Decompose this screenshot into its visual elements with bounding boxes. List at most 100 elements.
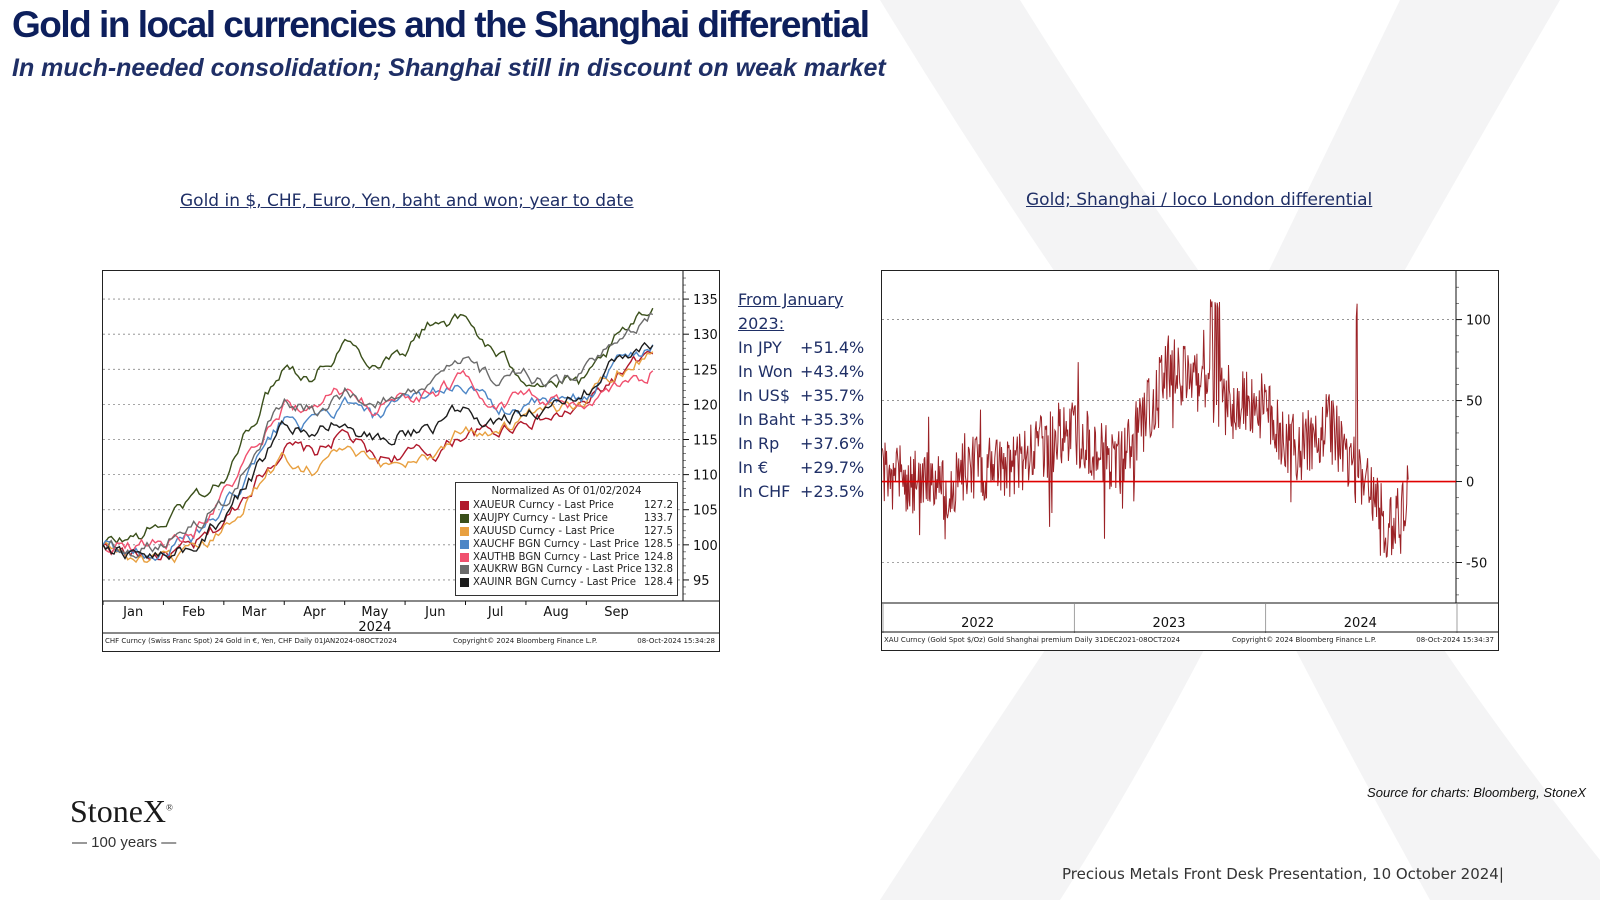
chart-footer-left: CHF Curncy (Swiss Franc Spot) 24 Gold in…	[105, 637, 398, 645]
legend-last-value: 128.5	[643, 538, 673, 550]
x-tick-label: Jul	[487, 605, 504, 620]
source-note: Source for charts: Bloomberg, StoneX	[1367, 785, 1586, 800]
legend-series-name: XAUTHB BGN Curncy - Last Price	[473, 551, 640, 563]
performance-label: In JPY	[738, 338, 782, 357]
legend-swatch	[460, 500, 469, 510]
legend-item: XAUJPY Curncy - Last Price 133.7	[456, 512, 677, 525]
performance-label: In €	[738, 458, 769, 477]
x-tick-label: Aug	[543, 605, 568, 620]
chart-footer-timestamp: 08-Oct-2024 15:34:37	[1416, 636, 1494, 644]
performance-label: In CHF	[738, 482, 791, 501]
chart-2-frame: -50 0 50 100 2022 2023 2024 XAU Curncy (Gold Sp…	[881, 270, 1499, 651]
legend-series-name: XAUUSD Curncy - Last Price	[473, 525, 615, 537]
x-tick-label: 2024	[1344, 616, 1377, 631]
chart-footer-timestamp: 08-Oct-2024 15:34:28	[637, 637, 715, 645]
x-year-label: 2024	[358, 620, 391, 635]
performance-value: +37.6%	[800, 434, 865, 453]
legend-last-value: 127.2	[643, 499, 673, 511]
legend-swatch	[460, 578, 469, 588]
legend-swatch	[460, 513, 469, 523]
y-tick-label: 125	[693, 363, 718, 378]
legend-swatch	[460, 552, 469, 562]
performance-row: In Baht +35.3%	[738, 408, 864, 432]
x-tick-label: Sep	[604, 605, 629, 620]
y-tick-label: 115	[693, 434, 718, 449]
chart-1-legend: Normalized As Of 01/02/2024 XAUEUR Curnc…	[455, 482, 678, 596]
slide-title: Gold in local currencies and the Shangha…	[12, 4, 870, 45]
chart-footer-left: XAU Curncy (Gold Spot $/Oz) Gold Shangha…	[884, 636, 1181, 644]
legend-title: Normalized As Of 01/02/2024	[491, 486, 642, 497]
legend-last-value: 127.5	[643, 525, 673, 537]
x-tick-label: 2022	[961, 616, 994, 631]
legend-last-value: 133.7	[643, 512, 673, 524]
series-line	[103, 312, 654, 559]
x-tick-label: May	[361, 605, 388, 620]
legend-series-name: XAUINR BGN Curncy - Last Price	[473, 577, 637, 589]
chart-1-title: Gold in $, CHF, Euro, Yen, baht and won;…	[180, 191, 634, 211]
series-line	[103, 341, 654, 561]
performance-label: In Rp	[738, 434, 780, 453]
performance-value: +35.3%	[800, 410, 865, 429]
legend-swatch	[460, 565, 469, 575]
y-tick-label: 100	[693, 539, 718, 554]
y-tick-label: 50	[1466, 395, 1483, 410]
legend-series-name: XAUKRW BGN Curncy - Last Price	[473, 564, 642, 576]
series-line	[103, 351, 654, 564]
y-tick-label: 120	[693, 398, 718, 413]
x-tick-label: Apr	[303, 605, 326, 620]
performance-header: From January 2023:	[738, 290, 844, 333]
y-tick-label: 105	[693, 504, 718, 519]
performance-panel: From January 2023: In JPY +51.4% In Won +43…	[738, 288, 864, 504]
y-tick-label: -50	[1466, 557, 1487, 572]
slide-footer: Precious Metals Front Desk Presentation,…	[1062, 865, 1504, 883]
legend-series-name: XAUEUR Curncy - Last Price	[473, 499, 614, 511]
slide-subtitle: In much-needed consolidation; Shanghai s…	[12, 54, 886, 82]
performance-row: In US$ +35.7%	[738, 384, 864, 408]
logo-text: StoneX	[70, 793, 166, 829]
performance-label: In Won	[738, 362, 793, 381]
legend-swatch	[460, 539, 469, 549]
legend-item: XAUEUR Curncy - Last Price 127.2	[456, 499, 677, 512]
x-tick-label: Mar	[242, 605, 267, 620]
legend-swatch	[460, 526, 469, 536]
legend-series-name: XAUCHF BGN Curncy - Last Price	[473, 538, 639, 550]
logo-tagline: — 100 years —	[72, 834, 177, 851]
y-tick-label: 100	[1466, 314, 1491, 329]
legend-item: XAUINR BGN Curncy - Last Price 128.4	[456, 576, 677, 589]
legend-item: XAUUSD Curncy - Last Price 127.5	[456, 525, 677, 538]
differential-line	[882, 299, 1409, 559]
performance-row: In Rp +37.6%	[738, 432, 864, 456]
chart-footer-copyright: Copyright© 2024 Bloomberg Finance L.P.	[1232, 636, 1376, 644]
logo-registered-mark: ®	[166, 802, 173, 813]
x-tick-label: Feb	[182, 605, 205, 620]
x-tick-label: Jan	[122, 605, 143, 620]
performance-value: +51.4%	[800, 338, 865, 357]
performance-value: +23.5%	[800, 482, 865, 501]
performance-row: In € +29.7%	[738, 456, 864, 480]
performance-value: +29.7%	[800, 458, 865, 477]
y-tick-label: 0	[1466, 476, 1474, 491]
chart-footer-copyright: Copyright© 2024 Bloomberg Finance L.P.	[453, 637, 597, 645]
performance-value: +35.7%	[800, 386, 865, 405]
y-tick-label: 95	[693, 574, 710, 589]
y-tick-label: 110	[693, 469, 718, 484]
series-line	[103, 369, 654, 554]
legend-item: XAUCHF BGN Curncy - Last Price 128.5	[456, 538, 677, 551]
x-tick-label: 2023	[1152, 616, 1185, 631]
chart-1-svg: 95 100 105 110 115 120 125 130 135 Jan Feb Mar Apr Ma…	[103, 271, 719, 645]
performance-row: In Won +43.4%	[738, 360, 864, 384]
chart-2-title: Gold; Shanghai / loco London differentia…	[1026, 190, 1373, 210]
performance-label: In Baht	[738, 410, 796, 429]
x-tick-label: Jun	[424, 605, 445, 620]
performance-label: In US$	[738, 386, 790, 405]
y-tick-label: 135	[693, 293, 718, 308]
legend-last-value: 128.4	[643, 577, 673, 589]
legend-item: XAUTHB BGN Curncy - Last Price 124.8	[456, 551, 677, 564]
legend-item: XAUKRW BGN Curncy - Last Price 132.8	[456, 563, 677, 576]
legend-last-value: 132.8	[643, 564, 673, 576]
legend-series-name: XAUJPY Curncy - Last Price	[473, 512, 608, 524]
y-tick-label: 130	[693, 328, 718, 343]
stonex-logo: StoneX®	[70, 793, 173, 830]
performance-row: In JPY +51.4%	[738, 336, 864, 360]
legend-last-value: 124.8	[643, 551, 673, 563]
